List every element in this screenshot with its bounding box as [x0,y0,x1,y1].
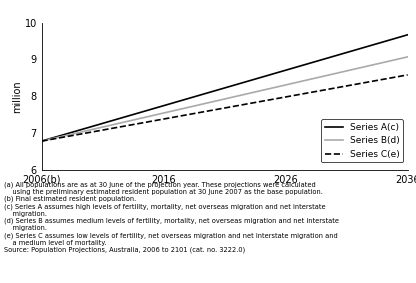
Y-axis label: million: million [12,80,22,113]
Text: (a) All populations are as at 30 June of the projection year. These projections : (a) All populations are as at 30 June of… [4,181,339,253]
Legend: Series A(c), Series B(d), Series C(e): Series A(c), Series B(d), Series C(e) [321,119,403,162]
